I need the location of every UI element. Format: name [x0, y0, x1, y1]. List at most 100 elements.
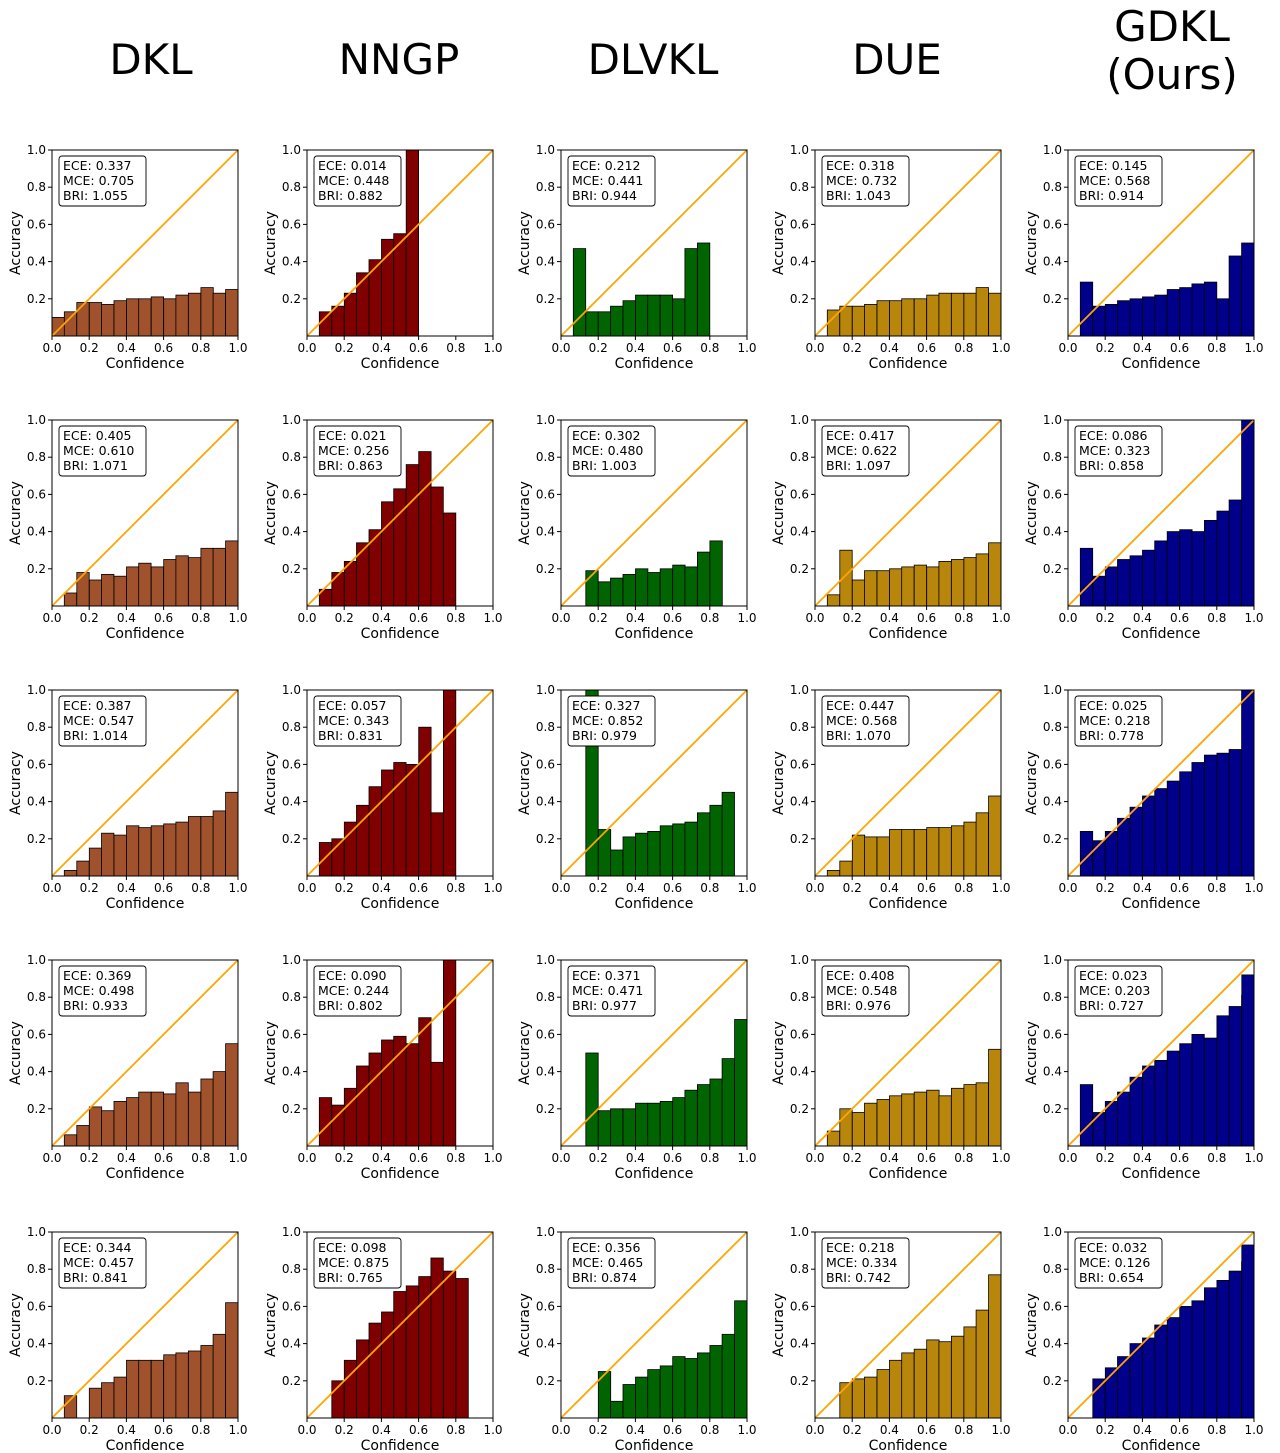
y-tick-label: 0.2 — [282, 1374, 301, 1388]
stats-box — [821, 965, 910, 1017]
perfect-calibration-line — [306, 149, 494, 337]
accuracy-bar — [1166, 1317, 1180, 1419]
x-tick-label: 1.0 — [228, 1151, 247, 1165]
stats-line: MCE: 0.203 — [1079, 983, 1150, 998]
column-title-dkl: DKL — [26, 36, 276, 84]
accuracy-bar — [851, 1112, 866, 1147]
y-tick-label: 0.6 — [1043, 1299, 1062, 1313]
y-tick-label: 0.4 — [1043, 1337, 1062, 1351]
accuracy-bar — [684, 566, 698, 607]
accuracy-bar — [1166, 289, 1180, 337]
accuracy-bar — [381, 1311, 395, 1419]
x-tick-label: 0.4 — [1133, 341, 1152, 355]
stats-line: BRI: 1.043 — [826, 188, 891, 203]
x-tick-label: 0.8 — [700, 1151, 719, 1165]
accuracy-bar — [988, 542, 1002, 607]
stats-line: BRI: 0.977 — [572, 998, 637, 1013]
perfect-calibration-line — [51, 959, 239, 1147]
x-tick-label: 0.8 — [191, 1151, 210, 1165]
accuracy-bar — [150, 1091, 164, 1147]
stats-box — [1074, 1237, 1163, 1289]
stats-line: ECE: 0.337 — [63, 158, 132, 173]
accuracy-bar — [734, 1019, 748, 1147]
x-tick-label: 0.8 — [446, 881, 465, 895]
stats-box — [567, 965, 656, 1017]
accuracy-bar — [1191, 1034, 1205, 1147]
accuracy-bar — [697, 242, 711, 337]
y-tick-label: 0.4 — [282, 255, 301, 269]
perfect-calibration-line — [560, 959, 748, 1147]
accuracy-bar — [839, 305, 853, 337]
accuracy-bar — [430, 1257, 444, 1419]
stats-line: MCE: 0.244 — [318, 983, 389, 998]
stats-line: ECE: 0.021 — [318, 428, 387, 443]
stats-box — [313, 425, 402, 477]
x-axis-label: Confidence — [615, 1438, 694, 1453]
y-tick-label: 0.6 — [790, 217, 809, 231]
reliability-plot: 0.0 0.2 0.4 0.6 0.8 1.0 0.2 0.4 0.6 0.8 1.0 Confide… — [1024, 683, 1264, 912]
stats-box — [821, 695, 910, 747]
accuracy-bar — [455, 1278, 469, 1419]
y-tick-label: 0.2 — [1043, 1374, 1062, 1388]
x-axis-label: Confidence — [1122, 896, 1201, 912]
accuracy-bar — [963, 821, 977, 877]
y-tick-label: 0.6 — [790, 487, 809, 501]
accuracy-bar — [1204, 1287, 1218, 1419]
accuracy-bar — [709, 1078, 723, 1147]
accuracy-bar — [1154, 788, 1168, 877]
y-tick-label: 0.8 — [282, 1262, 301, 1276]
x-tick-label: 0.2 — [80, 881, 99, 895]
x-tick-label: 0.4 — [880, 881, 899, 895]
x-tick-label: 0.6 — [663, 1151, 682, 1165]
accuracy-bar — [175, 294, 189, 337]
perfect-calibration-line — [814, 959, 1002, 1147]
y-tick-label: 0.2 — [1043, 292, 1062, 306]
x-tick-label: 0.4 — [1133, 1423, 1152, 1437]
x-tick-label: 0.8 — [700, 1423, 719, 1437]
x-tick-label: 1.0 — [1244, 1423, 1263, 1437]
accuracy-bar — [1179, 529, 1193, 607]
y-tick-label: 1.0 — [1043, 143, 1062, 157]
accuracy-bar — [225, 289, 239, 337]
y-tick-label: 0.4 — [790, 1065, 809, 1079]
accuracy-bar — [876, 1099, 890, 1147]
y-tick-label: 0.4 — [1043, 1065, 1062, 1079]
stats-line: MCE: 0.448 — [318, 173, 389, 188]
accuracy-bar — [113, 1101, 127, 1147]
y-tick-label: 1.0 — [790, 143, 809, 157]
accuracy-bar — [1129, 298, 1143, 337]
accuracy-bar — [126, 825, 140, 877]
y-tick-label: 0.8 — [536, 720, 555, 734]
reliability-plot: 0.0 0.2 0.4 0.6 0.8 1.0 0.2 0.4 0.6 0.8 1.0 Confide… — [517, 413, 757, 642]
accuracy-bar — [368, 1052, 382, 1147]
x-tick-label: 0.0 — [297, 1151, 316, 1165]
accuracy-bar — [63, 870, 78, 877]
accuracy-bar — [672, 1097, 686, 1147]
accuracy-bar — [405, 149, 420, 337]
x-tick-label: 0.2 — [589, 611, 608, 625]
accuracy-bar — [1142, 1337, 1156, 1419]
y-tick-label: 0.2 — [536, 292, 555, 306]
accuracy-bar — [1092, 1378, 1106, 1419]
accuracy-bar — [709, 540, 723, 607]
accuracy-bar — [318, 842, 333, 877]
accuracy-bar — [622, 836, 636, 877]
x-tick-label: 1.0 — [737, 1151, 756, 1165]
y-tick-label: 0.8 — [790, 1262, 809, 1276]
accuracy-bar — [393, 488, 407, 607]
accuracy-bar — [635, 1102, 649, 1147]
y-tick-label: 0.8 — [27, 720, 46, 734]
accuracy-bar — [1241, 974, 1255, 1147]
stats-box — [58, 155, 147, 207]
x-axis-label: Confidence — [869, 626, 948, 642]
stats-line: MCE: 0.705 — [63, 173, 134, 188]
perfect-calibration-line — [814, 419, 1002, 607]
x-tick-label: 0.2 — [589, 341, 608, 355]
x-tick-label: 0.8 — [954, 1151, 973, 1165]
accuracy-bar — [187, 1350, 202, 1419]
y-tick-label: 0.4 — [282, 1065, 301, 1079]
accuracy-bar — [393, 1291, 407, 1419]
plot-frame — [306, 959, 494, 1147]
accuracy-bar — [1191, 531, 1205, 607]
accuracy-bar — [101, 303, 115, 337]
